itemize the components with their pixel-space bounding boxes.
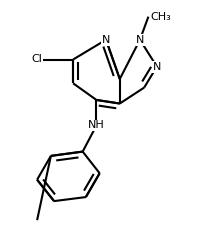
Text: N: N bbox=[136, 35, 144, 45]
Text: CH₃: CH₃ bbox=[151, 12, 171, 22]
Text: N: N bbox=[153, 62, 161, 72]
Text: Cl: Cl bbox=[32, 55, 43, 64]
Text: N: N bbox=[102, 35, 110, 45]
Text: NH: NH bbox=[88, 120, 105, 130]
